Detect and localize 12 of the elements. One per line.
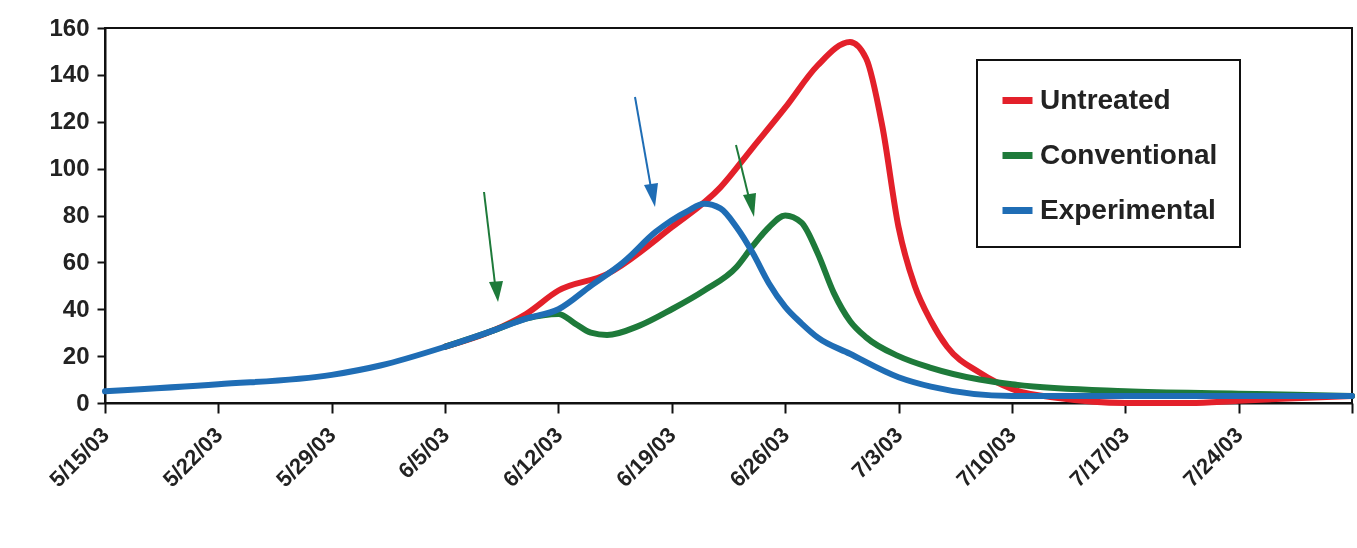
y-tick-label: 140 <box>49 60 90 88</box>
legend-label: Experimental <box>1040 193 1216 225</box>
legend-label: Untreated <box>1040 83 1171 115</box>
y-tick-label: 120 <box>49 107 90 135</box>
legend-label: Conventional <box>1040 138 1218 170</box>
y-tick-label: 0 <box>76 388 90 416</box>
y-tick-label: 20 <box>62 341 90 369</box>
y-tick-label: 160 <box>49 13 90 41</box>
y-tick-label: 60 <box>62 247 90 275</box>
y-tick-label: 40 <box>62 294 90 322</box>
y-tick-label: 80 <box>62 201 90 228</box>
y-tick-label: 100 <box>49 154 90 182</box>
